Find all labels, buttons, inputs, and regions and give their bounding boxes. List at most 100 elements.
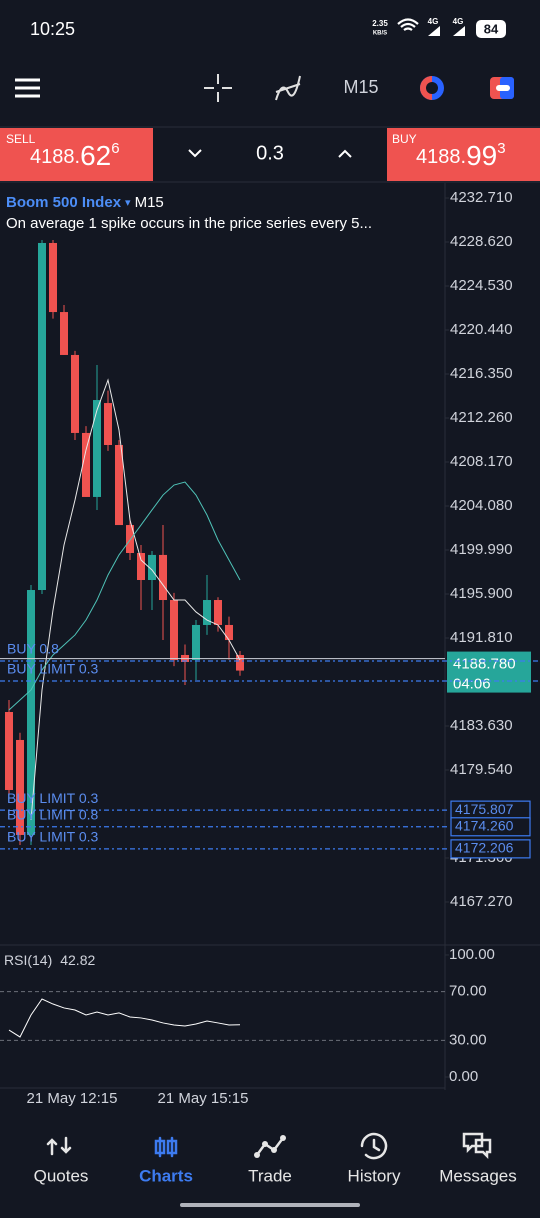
buy-button[interactable] xyxy=(387,128,540,181)
buy-price: 4188.993 xyxy=(416,140,506,171)
rsi-header: RSI(14) 42.82 xyxy=(4,952,95,968)
x-tick-label: 21 May 12:15 xyxy=(27,1090,118,1107)
rsi-label: RSI(14) xyxy=(4,952,52,968)
candle-body xyxy=(16,739,24,835)
order-label: BUY 0.8 xyxy=(7,641,59,657)
rsi-tick-label: 100.00 xyxy=(449,946,495,963)
rsi-tick-label: 0.00 xyxy=(449,1068,478,1085)
ma-fast-line xyxy=(30,378,241,821)
battery-level: 84 xyxy=(484,21,499,36)
nav-icon xyxy=(255,1136,285,1157)
y-tick-label: 4220.440 xyxy=(450,321,513,338)
sell-price: 4188.626 xyxy=(30,140,120,171)
y-tick-label: 4216.350 xyxy=(450,365,513,382)
wifi-icon xyxy=(397,18,419,31)
candle-body xyxy=(82,432,90,497)
rsi-value: 42.82 xyxy=(60,952,95,968)
candle-body xyxy=(27,590,35,835)
signal-icon xyxy=(428,26,440,36)
indicators-button[interactable] xyxy=(275,75,301,101)
price-main: 4188. xyxy=(416,146,466,168)
volume[interactable]: 0.3 xyxy=(256,142,284,164)
candle-body xyxy=(104,403,112,446)
order-label: BUY LIMIT 0.3 xyxy=(7,790,99,806)
candle-body xyxy=(126,525,134,554)
candle-body xyxy=(115,445,123,526)
x-tick-label: 21 May 15:15 xyxy=(158,1090,249,1107)
order-label: BUY LIMIT 0.3 xyxy=(7,661,99,677)
order-price-box xyxy=(450,817,531,837)
indicator-note: On average 1 spike occurs in the price s… xyxy=(6,215,372,232)
y-tick-label: 4179.540 xyxy=(450,761,513,778)
current-price: 4188.780 xyxy=(453,656,516,673)
price-big: 99 xyxy=(466,140,497,171)
home-indicator xyxy=(180,1203,360,1207)
price-big: 62 xyxy=(80,140,111,171)
sell-button[interactable] xyxy=(0,128,153,181)
menu-button[interactable] xyxy=(15,78,40,98)
nav-icon-dot xyxy=(271,1147,277,1153)
nav-item[interactable]: Charts xyxy=(139,1136,193,1185)
clock: 10:25 xyxy=(30,19,75,39)
symbol-caret[interactable]: ▾ xyxy=(125,197,131,209)
candle-body xyxy=(60,312,68,355)
candle-body xyxy=(49,242,57,313)
candle-body xyxy=(170,600,178,661)
nav-item[interactable]: Trade xyxy=(248,1135,292,1185)
battery xyxy=(476,20,506,38)
price-sup: 3 xyxy=(497,140,505,157)
timeframe-button[interactable]: M15 xyxy=(343,77,378,97)
y-tick-label: 4199.990 xyxy=(450,541,513,558)
current-price-box xyxy=(447,651,531,693)
rsi-tick-label: 30.00 xyxy=(449,1031,487,1048)
order-price: 4175.807 xyxy=(455,801,514,817)
y-tick-label: 4195.900 xyxy=(450,585,513,602)
rsi-line xyxy=(8,998,241,1038)
timeframe: M15 xyxy=(135,194,164,211)
candle-body xyxy=(203,600,211,625)
candle-body xyxy=(93,400,101,497)
signal-icon xyxy=(453,26,465,36)
y-tick-label: 4212.260 xyxy=(450,409,513,426)
theme-icon xyxy=(426,82,438,94)
order-price: 4172.206 xyxy=(455,840,514,856)
nav-icon xyxy=(360,1132,388,1160)
price-sup: 6 xyxy=(111,140,119,157)
nav-label: Quotes xyxy=(34,1166,89,1185)
y-tick-label: 4228.620 xyxy=(450,233,513,250)
volume-up[interactable] xyxy=(338,149,352,158)
candle-body xyxy=(5,711,13,790)
y-tick-label: 4208.170 xyxy=(450,453,513,470)
bottom-nav: Quotes Charts Trade History Messages xyxy=(34,1132,517,1185)
candle-body xyxy=(137,553,145,581)
signal-label: 4G xyxy=(453,17,464,26)
candle-body xyxy=(71,354,79,433)
net-unit: KB/S xyxy=(373,31,387,37)
y-tick-label: 4183.630 xyxy=(450,717,513,734)
nav-item[interactable]: Messages xyxy=(439,1132,517,1185)
nav-icon-dot xyxy=(262,1141,268,1147)
candle-body xyxy=(225,624,233,641)
nav-item[interactable]: Quotes xyxy=(34,1136,89,1185)
order-label: BUY LIMIT 0.3 xyxy=(7,829,99,845)
y-tick-label: 4167.270 xyxy=(450,893,513,910)
trade-icon xyxy=(496,85,510,91)
nav-icon xyxy=(46,1136,72,1156)
crosshair-button[interactable] xyxy=(204,74,232,102)
volume-down[interactable] xyxy=(188,149,202,158)
countdown: 04:06 xyxy=(453,676,491,693)
rsi-tick-label: 70.00 xyxy=(449,983,487,1000)
nav-label: Trade xyxy=(248,1166,292,1185)
chart-header: Boom 500 Index ▾ M15 xyxy=(6,194,164,211)
price-main: 4188. xyxy=(30,146,80,168)
nav-label: Charts xyxy=(139,1166,193,1185)
sell-label: SELL xyxy=(6,132,36,146)
buy-label: BUY xyxy=(392,132,417,146)
y-tick-label: 4232.710 xyxy=(450,189,513,206)
candle-body xyxy=(159,554,167,601)
nav-icon-dot xyxy=(280,1135,286,1141)
nav-item[interactable]: History xyxy=(348,1132,401,1185)
candle-body xyxy=(192,624,200,661)
